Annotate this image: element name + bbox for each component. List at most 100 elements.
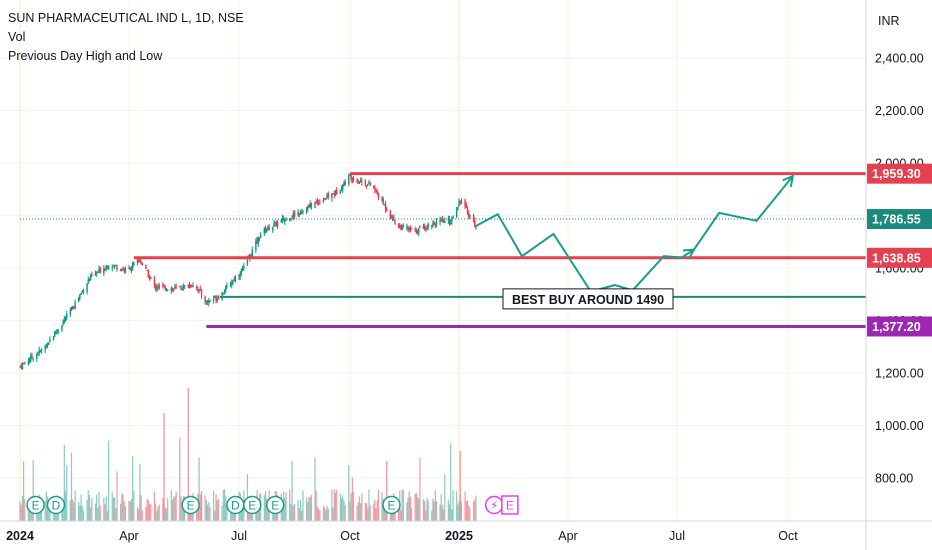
volume-bar <box>73 502 75 521</box>
projection-path <box>475 174 795 293</box>
candle-body <box>36 354 38 359</box>
volume-bar <box>136 507 139 521</box>
volume-bar <box>448 504 451 521</box>
volume-bar <box>24 498 26 521</box>
volume-bar <box>352 491 355 521</box>
candle-body <box>433 221 435 224</box>
candle-body <box>241 268 244 271</box>
candle-body <box>124 268 127 273</box>
symbol-title[interactable]: SUN PHARMACEUTICAL IND L, 1D, NSE <box>8 11 244 25</box>
candle-body <box>192 285 194 287</box>
volume-bar <box>39 506 41 521</box>
volume-bar <box>91 498 93 521</box>
candle-body <box>188 284 191 288</box>
earnings-marker <box>382 495 401 515</box>
candle-body <box>348 175 350 184</box>
candle-body <box>298 212 301 214</box>
volume-bar <box>140 495 142 521</box>
volume-bar <box>451 509 453 521</box>
volume-bar <box>342 495 344 521</box>
time-tick-label: 2024 <box>6 529 34 543</box>
candle-body <box>24 362 26 364</box>
candle-body <box>375 190 377 192</box>
candle-body <box>336 189 338 195</box>
volume-bar <box>351 477 353 521</box>
candle-body <box>464 199 466 206</box>
candle-body <box>358 181 361 183</box>
candle-body <box>342 184 344 190</box>
candle-body <box>452 216 454 219</box>
event-markers[interactable]: E D E D E E E ⚡ E <box>26 495 519 515</box>
volume-bar <box>45 491 47 521</box>
volume-bar <box>86 500 88 521</box>
pdhl-indicator-label[interactable]: Previous Day High and Low <box>8 49 163 63</box>
volume-bar <box>250 510 252 521</box>
candle-body <box>243 265 245 269</box>
candle-body <box>212 299 215 301</box>
candle-body <box>64 318 67 320</box>
volume-bar <box>74 491 76 521</box>
candle-body <box>276 222 279 227</box>
candle-body <box>305 209 308 211</box>
volume-bar <box>98 491 100 521</box>
event-marker-label: D <box>231 499 240 513</box>
time-axis[interactable]: 2024 Apr Jul Oct 2025 Apr Jul Oct <box>0 520 932 543</box>
candle-body <box>40 349 43 351</box>
volume-bar <box>402 489 404 521</box>
candle-body <box>249 254 251 259</box>
candle-body <box>74 302 76 309</box>
volume-bar <box>82 510 85 521</box>
volume-bar <box>32 460 34 521</box>
volume-bar <box>27 505 29 521</box>
candle-body <box>240 269 243 275</box>
candle-body <box>158 285 160 288</box>
volume-bar <box>80 494 82 521</box>
candle-body <box>273 223 275 227</box>
volume-bar <box>450 443 452 521</box>
candle-body <box>27 361 30 365</box>
candle-body <box>208 300 210 304</box>
buy-annotation[interactable]: BEST BUY AROUND 1490 <box>502 288 674 310</box>
volume-bar <box>383 503 385 521</box>
candle-body <box>260 234 262 238</box>
candle-body <box>164 286 166 290</box>
earnings-marker-upcoming <box>501 495 519 515</box>
volume-bar <box>40 510 43 521</box>
volume-bar <box>348 465 350 521</box>
volume-bar <box>163 413 165 521</box>
candle-body <box>474 220 476 227</box>
candle-body <box>469 214 471 218</box>
candle-body <box>209 300 211 302</box>
price-label-box <box>867 247 932 268</box>
volume-bar <box>88 495 91 521</box>
volume-bar <box>409 496 412 521</box>
candle-body <box>197 288 199 292</box>
price-label-text: 1,786.55 <box>872 213 921 227</box>
volume-bar <box>324 507 326 521</box>
candle-body <box>475 226 477 228</box>
volume-bar <box>116 471 118 521</box>
candle-body <box>182 285 185 289</box>
volume-bar <box>373 503 375 521</box>
volume-bar <box>325 510 327 521</box>
candle-body <box>419 226 421 228</box>
candle-body <box>323 198 326 200</box>
volume-bar <box>63 444 65 521</box>
price-tick-label: 2,400.00 <box>875 52 924 66</box>
candle-body <box>48 342 50 345</box>
price-axis[interactable]: INR800.001,000.001,200.001,400.001,600.0… <box>865 0 931 550</box>
candle-body <box>301 211 303 213</box>
volume-indicator-label[interactable]: Vol <box>8 30 26 44</box>
candle-body <box>46 344 49 346</box>
candle-body <box>82 291 85 293</box>
candle-body <box>389 210 391 218</box>
candle-body <box>444 220 446 223</box>
event-marker-label: E <box>32 499 40 513</box>
candle-body <box>383 204 386 206</box>
candle-body <box>460 200 463 204</box>
volume-bar <box>180 496 182 521</box>
candle-body <box>397 224 400 227</box>
volume-bar <box>408 490 410 521</box>
candle-body <box>226 285 228 287</box>
